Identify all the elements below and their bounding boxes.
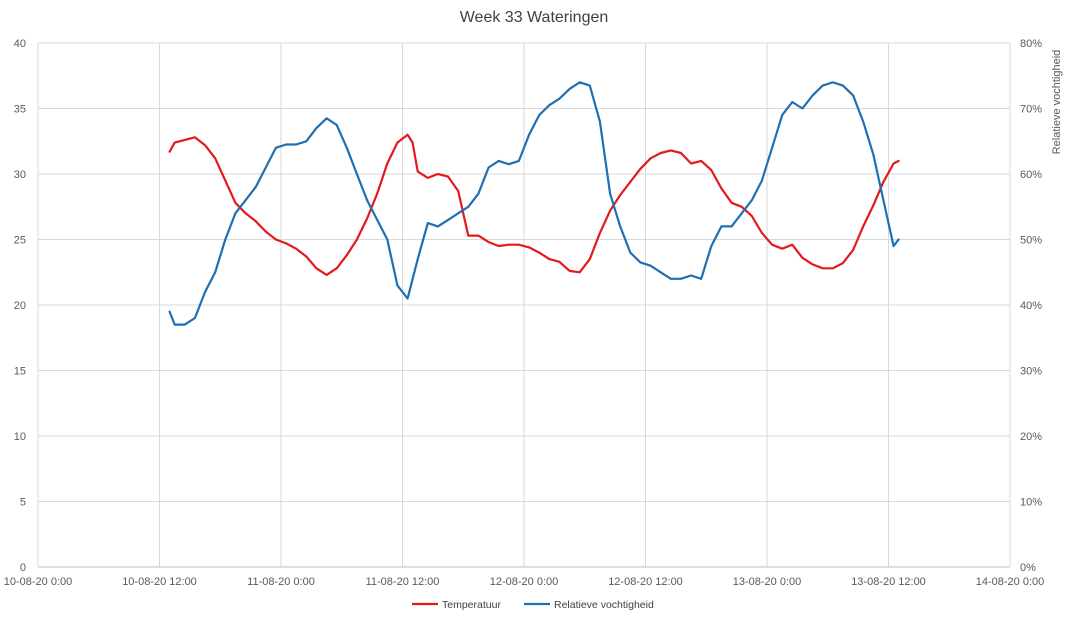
- x-tick-label: 11-08-20 12:00: [366, 576, 440, 588]
- legend-label: Temperatuur: [442, 599, 501, 611]
- series-layer: [168, 81, 900, 326]
- y2-tick-label: 0%: [1020, 562, 1036, 574]
- x-tick-label: 10-08-20 12:00: [122, 576, 197, 588]
- y2-tick-label: 30%: [1020, 366, 1042, 378]
- y2-tick-label: 70%: [1020, 104, 1042, 116]
- axes: 0 5 10 15 20 25 30 35 40 0% 10% 20% 30% 40% 50% 60% 70% 8…: [4, 38, 1045, 588]
- x-tick-label: 13-08-20 0:00: [733, 576, 802, 588]
- y-tick-label: 40: [14, 38, 26, 50]
- y2-tick-label: 50%: [1020, 235, 1042, 247]
- legend-label: Relatieve vochtigheid: [554, 599, 654, 611]
- y-tick-label: 25: [14, 235, 26, 247]
- x-tick-label: 14-08-20 0:00: [976, 576, 1045, 588]
- grid: [37, 42, 1011, 567]
- x-tick-label: 10-08-20 0:00: [4, 576, 73, 588]
- series-line-temperatuur: [168, 133, 900, 276]
- y-tick-label: 15: [14, 366, 26, 378]
- y-tick-label: 30: [14, 169, 26, 181]
- y-tick-label: 5: [20, 497, 26, 509]
- x-tick-label: 12-08-20 12:00: [608, 576, 683, 588]
- y-tick-label: 35: [14, 104, 26, 116]
- y2-tick-label: 20%: [1020, 431, 1042, 443]
- y2-tick-label: 80%: [1020, 38, 1042, 50]
- chart-title: Week 33 Wateringen: [460, 9, 609, 26]
- y2-axis-title: Relatieve vochtigheid: [1051, 50, 1063, 155]
- x-tick-label: 12-08-20 0:00: [490, 576, 559, 588]
- y-tick-label: 10: [14, 431, 26, 443]
- y2-tick-label: 40%: [1020, 300, 1042, 312]
- series-line-vochtigheid: [168, 81, 900, 326]
- x-tick-label: 13-08-20 12:00: [851, 576, 926, 588]
- y2-tick-label: 10%: [1020, 497, 1042, 509]
- x-tick-label: 11-08-20 0:00: [247, 576, 315, 588]
- y-tick-label: 20: [14, 300, 26, 312]
- y-tick-label: 0: [20, 562, 26, 574]
- legend: Temperatuur Relatieve vochtigheid: [412, 599, 654, 611]
- y2-tick-label: 60%: [1020, 169, 1042, 181]
